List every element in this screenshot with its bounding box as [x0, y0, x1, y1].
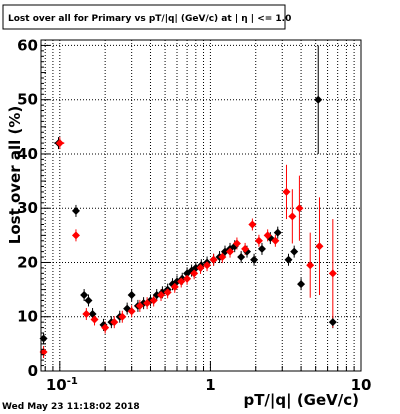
data-point-black: [127, 291, 136, 300]
data-point-black: [123, 304, 132, 313]
data-point-black: [257, 244, 266, 253]
data-point-black: [314, 95, 323, 104]
data-point-red: [226, 247, 235, 256]
data-point-black: [250, 255, 259, 264]
x-tick-label: 1: [205, 376, 215, 394]
data-point-black: [273, 228, 282, 237]
data-point-red: [288, 212, 297, 221]
y-tick-label: 30: [17, 199, 38, 217]
data-point-red: [55, 139, 64, 148]
data-point-red: [149, 296, 158, 305]
data-point-black: [237, 253, 246, 262]
data-point-red: [271, 236, 280, 245]
y-tick-label: 10: [17, 308, 38, 326]
y-tick-label: 40: [17, 145, 38, 163]
data-point-red: [82, 310, 91, 319]
data-point-red: [157, 291, 166, 300]
data-point-black: [290, 247, 299, 256]
data-point-red: [232, 239, 241, 248]
data-point-red: [218, 253, 227, 262]
data-point-black: [284, 255, 293, 264]
data-point-red: [254, 236, 263, 245]
chart-title: Lost over all for Primary vs pT/|q| (GeV…: [8, 14, 291, 24]
chart-title-box: [2, 4, 286, 30]
data-point-red: [190, 269, 199, 278]
data-point-red: [183, 274, 192, 283]
y-tick-label: 20: [17, 253, 38, 271]
data-point-red: [110, 318, 119, 327]
data-point-red: [263, 231, 272, 240]
y-tick-label: 0: [28, 362, 38, 380]
data-points: [39, 95, 337, 357]
data-point-red: [209, 255, 218, 264]
timestamp: Wed May 23 11:18:02 2018: [2, 402, 140, 412]
data-point-red: [306, 261, 315, 270]
data-point-black: [152, 291, 161, 300]
data-point-red: [170, 282, 179, 291]
y-tick-label: 50: [17, 91, 38, 109]
data-point-red: [248, 220, 257, 229]
axis-ticks: [41, 44, 362, 371]
data-point-black: [84, 296, 93, 305]
data-point-red: [196, 263, 205, 272]
data-point-red: [127, 307, 136, 316]
data-point-red: [71, 231, 80, 240]
data-point-red: [241, 244, 250, 253]
data-point-black: [328, 318, 337, 327]
x-tick-label: 10: [351, 376, 372, 394]
data-point-red: [203, 261, 212, 270]
data-point-black: [80, 291, 89, 300]
data-point-black: [71, 206, 80, 215]
y-axis-label: Lost over all (%): [6, 106, 24, 244]
data-point-red: [90, 315, 99, 324]
data-point-red: [39, 348, 48, 357]
data-point-red: [295, 204, 304, 213]
axis-tick-labels: 0 10 20 30 40 50 60 10-1 1 10: [17, 36, 371, 394]
data-point-red: [328, 269, 337, 278]
data-point-black: [297, 280, 306, 289]
data-point-red: [163, 288, 172, 297]
data-point-red: [282, 187, 291, 196]
data-point-red: [135, 301, 144, 310]
data-point-red: [177, 277, 186, 286]
data-point-red: [315, 242, 324, 251]
x-axis-label: pT/|q| (GeV/c): [243, 391, 359, 410]
plot-frame: [40, 39, 362, 372]
data-point-red: [101, 323, 110, 332]
data-point-red: [118, 312, 127, 321]
data-point-red: [143, 299, 152, 308]
x-tick-label: 10-1: [46, 376, 78, 394]
grid-lines: [41, 40, 361, 371]
y-tick-label: 60: [17, 36, 38, 54]
